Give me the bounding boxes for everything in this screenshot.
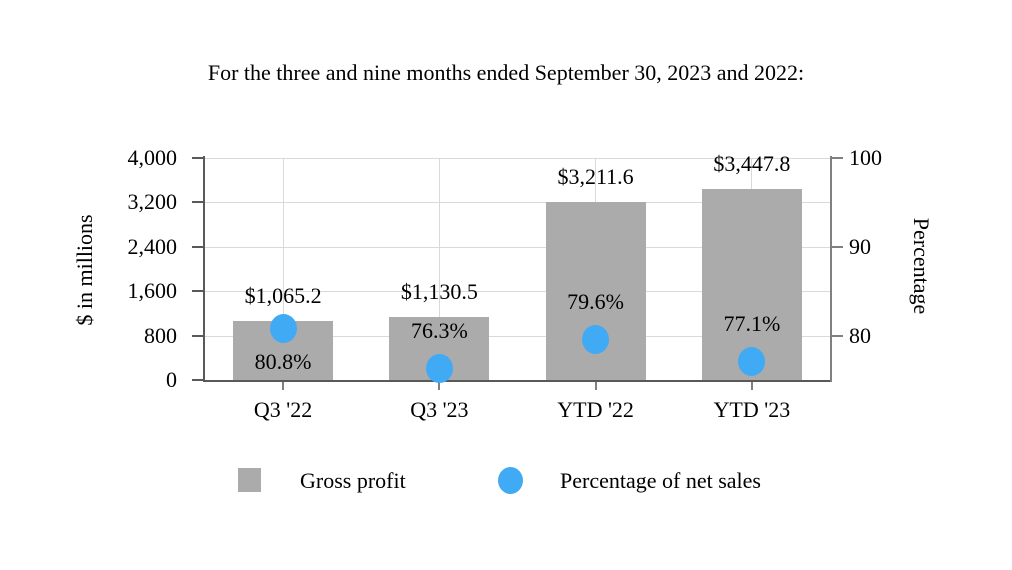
left-axis-title: $ in millions	[72, 214, 97, 326]
right-axis-line	[830, 156, 832, 382]
left-axis-tick-label: 0	[166, 367, 177, 392]
percentage-dot	[582, 324, 610, 354]
right-axis-tick-label: 100	[849, 145, 882, 170]
right-axis-tick	[832, 245, 843, 248]
right-axis-title: Percentage	[909, 217, 934, 315]
left-axis-line	[203, 156, 205, 382]
percentage-value-label: 80.8%	[254, 349, 312, 374]
right-axis-tick	[832, 157, 843, 159]
x-axis-category-label: Q3 '23	[410, 397, 469, 422]
bar-value-label: $1,130.5	[400, 279, 478, 305]
bar-value-label: $3,447.8	[713, 150, 791, 176]
v-gridline	[282, 158, 284, 380]
left-axis-tick	[192, 290, 203, 293]
left-axis-tick	[192, 379, 203, 381]
x-axis-tick	[594, 382, 597, 390]
gross-profit-legend-swatch	[238, 468, 261, 492]
bar-value-label: $1,065.2	[244, 282, 322, 308]
x-axis-category-label: YTD '23	[713, 397, 791, 422]
left-axis-tick	[192, 245, 203, 248]
left-axis-tick	[192, 334, 203, 337]
right-axis-tick	[832, 334, 843, 337]
left-axis-tick-label: 3,200	[127, 189, 178, 215]
v-gridline	[438, 158, 440, 380]
right-axis-tick-label: 80	[849, 322, 871, 348]
percentage-dot	[425, 354, 453, 383]
left-axis-tick-label: 2,400	[127, 233, 178, 259]
chart-title: For the three and nine months ended Sept…	[207, 60, 805, 85]
x-axis-category-label: YTD '22	[557, 397, 634, 422]
x-axis-tick	[438, 382, 441, 390]
h-gridline	[205, 246, 830, 248]
percentage-value-label: 79.6%	[567, 288, 624, 314]
x-axis-tick	[282, 382, 285, 390]
left-axis-tick-label: 1,600	[127, 278, 178, 304]
bottom-axis-line	[203, 380, 832, 382]
bar-value-label: $3,211.6	[557, 163, 634, 189]
left-axis-tick	[192, 157, 203, 159]
percentage-dot	[269, 314, 297, 343]
left-axis-tick-label: 4,000	[127, 145, 178, 170]
left-axis-tick	[192, 201, 203, 204]
percentage-dot	[738, 346, 766, 376]
left-axis-tick-label: 800	[144, 322, 177, 348]
right-axis-tick-label: 90	[849, 233, 871, 259]
percentage-legend-label: Percentage of net sales	[560, 468, 761, 493]
x-axis-tick	[750, 382, 753, 390]
h-gridline	[205, 335, 830, 337]
percentage-value-label: 77.1%	[723, 310, 781, 336]
x-axis-category-label: Q3 '22	[253, 397, 313, 422]
h-gridline	[205, 202, 830, 204]
h-gridline	[205, 158, 830, 159]
percentage-value-label: 76.3%	[410, 318, 468, 343]
gross-profit-legend-label: Gross profit	[300, 468, 406, 493]
h-gridline	[205, 291, 830, 293]
percentage-legend-swatch	[498, 467, 523, 494]
